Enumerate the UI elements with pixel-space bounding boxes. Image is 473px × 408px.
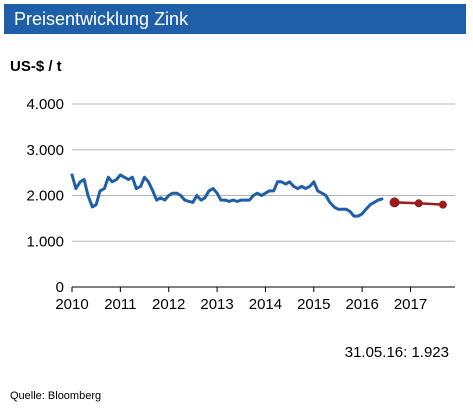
y-tick-label: 1.000 <box>26 233 64 250</box>
x-tick-label: 2015 <box>297 296 330 313</box>
y-axis-label: US-$ / t <box>10 58 62 75</box>
y-tick-label: 3.000 <box>26 142 64 159</box>
x-tick-label: 2013 <box>200 296 233 313</box>
price-series-line <box>70 173 384 218</box>
x-tick-label: 2016 <box>345 296 378 313</box>
forecast-point <box>414 199 423 208</box>
chart-title: Preisentwicklung Zink <box>4 4 466 34</box>
source-note: Quelle: Bloomberg <box>10 390 102 402</box>
x-tick-label: 2010 <box>55 296 88 313</box>
x-tick-label: 2011 <box>104 296 136 313</box>
y-tick-label: 4.000 <box>26 96 64 113</box>
last-value-annotation: 31.05.16: 1.923 <box>344 344 449 361</box>
y-tick-label: 0 <box>56 279 64 296</box>
forecast-point <box>389 197 400 208</box>
y-tick-label: 2.000 <box>26 188 64 205</box>
x-tick-label: 2014 <box>249 296 282 313</box>
x-tick-label: 2012 <box>152 296 185 313</box>
forecast-point <box>438 200 447 209</box>
x-tick-label: 2017 <box>394 296 427 313</box>
